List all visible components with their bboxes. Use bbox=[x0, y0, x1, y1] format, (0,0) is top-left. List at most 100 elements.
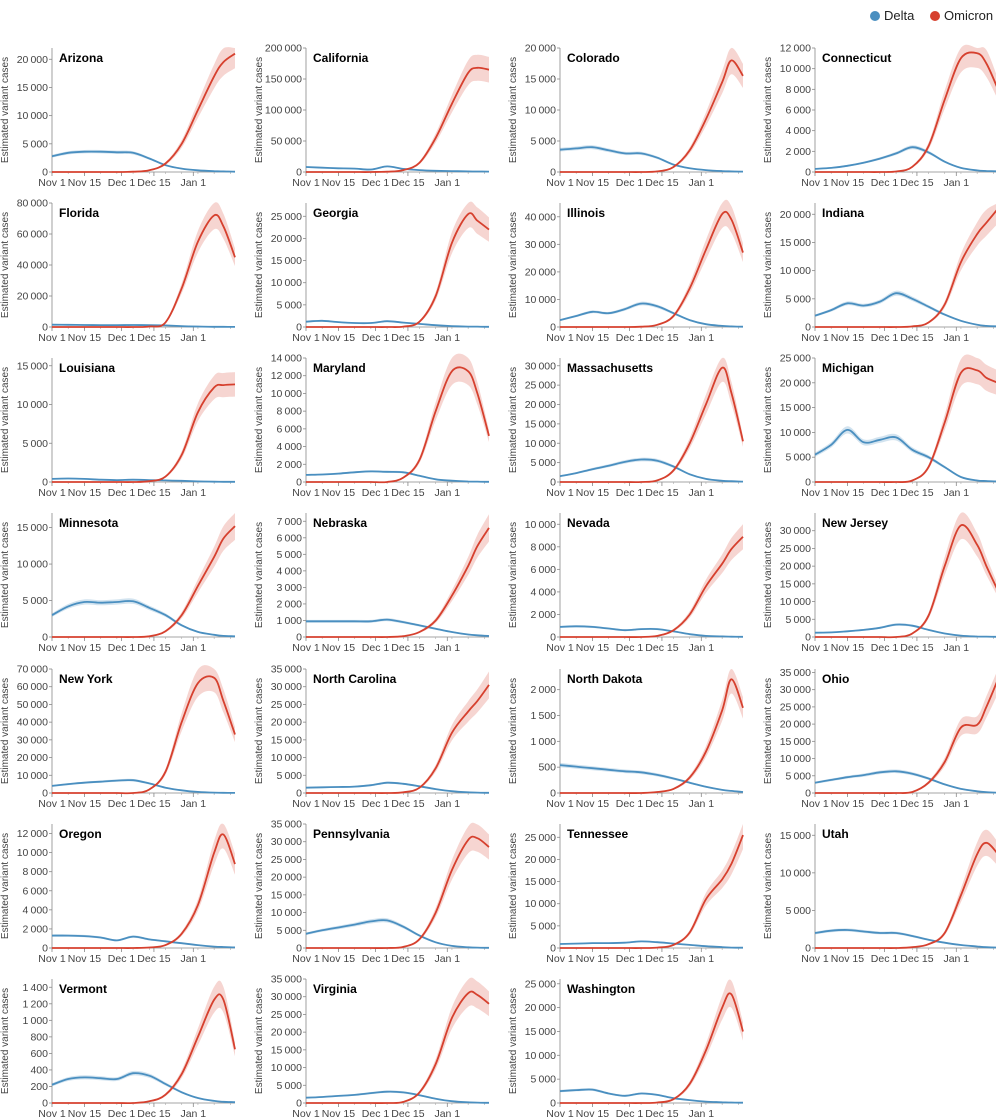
panel-title: New Jersey bbox=[822, 516, 888, 530]
y-axis-label: Estimated variant cases bbox=[0, 833, 11, 939]
delta-series-line bbox=[814, 929, 996, 949]
panel-title: Florida bbox=[59, 206, 99, 220]
x-tick-label: Nov 1 bbox=[546, 798, 574, 810]
y-tick-label: 1 200 bbox=[23, 998, 49, 1010]
x-tick-label: Jan 1 bbox=[434, 487, 460, 499]
y-tick-label: 0 bbox=[550, 632, 556, 644]
x-tick-label: Nov 15 bbox=[68, 1108, 101, 1120]
y-tick-label: 15 000 bbox=[780, 578, 811, 590]
x-tick-label: Dec 15 bbox=[137, 1108, 170, 1120]
x-tick-label: Nov 15 bbox=[831, 487, 864, 499]
legend-label-delta: Delta bbox=[884, 8, 915, 23]
y-tick-label: 0 bbox=[550, 943, 556, 955]
x-tick-label: Jan 1 bbox=[688, 1108, 714, 1120]
omicron-confidence-band bbox=[815, 354, 996, 483]
x-tick-label: Jan 1 bbox=[688, 177, 714, 189]
y-tick-label: 0 bbox=[296, 322, 302, 334]
x-tick-label: Jan 1 bbox=[434, 332, 460, 344]
y-tick-label: 10 000 bbox=[525, 898, 556, 910]
omicron-series-line bbox=[52, 675, 236, 795]
x-tick-label: Dec 15 bbox=[900, 642, 933, 654]
x-tick-label: Dec 1 bbox=[871, 177, 899, 189]
x-tick-label: Dec 1 bbox=[871, 953, 899, 965]
y-tick-label: 0 bbox=[550, 167, 556, 179]
x-tick-label: Nov 15 bbox=[68, 487, 101, 499]
panel-north-carolina: Estimated variant cases 0 5 000 10 000 15 00… bbox=[254, 664, 490, 810]
panel-title: Minnesota bbox=[59, 516, 119, 530]
x-tick-label: Jan 1 bbox=[180, 798, 206, 810]
omicron-confidence-band bbox=[815, 673, 996, 794]
x-tick-label: Nov 15 bbox=[68, 332, 101, 344]
y-axis-label: Estimated variant cases bbox=[0, 367, 11, 473]
panel-florida: Estimated variant cases 0 20 000 40 000 60 0… bbox=[0, 198, 236, 344]
x-tick-label: Dec 15 bbox=[137, 798, 170, 810]
omicron-series-line bbox=[560, 210, 744, 328]
delta-series-line bbox=[305, 781, 490, 794]
y-tick-label: 25 000 bbox=[271, 1009, 302, 1021]
delta-series-line bbox=[51, 477, 235, 483]
y-tick-label: 150 000 bbox=[265, 74, 302, 86]
delta-series-line bbox=[305, 919, 490, 949]
omicron-confidence-band bbox=[306, 54, 489, 173]
y-tick-label: 200 000 bbox=[265, 43, 302, 55]
delta-confidence-band bbox=[560, 145, 743, 172]
y-tick-label: 0 bbox=[42, 477, 48, 489]
omicron-series-line bbox=[559, 59, 744, 173]
y-axis-label: Estimated variant cases bbox=[763, 57, 774, 163]
y-tick-label: 5 000 bbox=[786, 770, 812, 782]
y-tick-label: 4 000 bbox=[277, 565, 303, 577]
panel-title: California bbox=[313, 51, 369, 65]
panel-maryland: Estimated variant cases 0 2 000 4 000 6 000 8… bbox=[254, 353, 490, 499]
delta-series-line bbox=[559, 458, 744, 483]
legend-marker-delta bbox=[870, 11, 880, 21]
panel-title: Ohio bbox=[822, 672, 849, 686]
x-tick-label: Dec 1 bbox=[362, 487, 390, 499]
y-tick-label: 2 000 bbox=[277, 459, 303, 471]
x-tick-label: Nov 1 bbox=[38, 332, 66, 344]
y-tick-label: 60 000 bbox=[17, 229, 48, 241]
panel-north-dakota: Estimated variant cases 0 500 1 000 1 500 2 0… bbox=[508, 668, 744, 810]
y-tick-label: 1 000 bbox=[23, 1015, 49, 1027]
x-tick-label: Nov 1 bbox=[546, 332, 574, 344]
y-tick-label: 0 bbox=[42, 167, 48, 179]
panel-massachusetts: Estimated variant cases 0 5 000 10 000 15 00… bbox=[508, 357, 744, 499]
y-tick-label: 10 000 bbox=[525, 519, 556, 531]
y-axis-label: Estimated variant cases bbox=[508, 57, 519, 163]
y-tick-label: 20 000 bbox=[271, 872, 302, 884]
omicron-series-line bbox=[815, 681, 996, 794]
y-axis-label: Estimated variant cases bbox=[508, 367, 519, 473]
y-tick-label: 20 000 bbox=[525, 1002, 556, 1014]
y-axis-label: Estimated variant cases bbox=[763, 522, 774, 628]
y-tick-label: 35 000 bbox=[271, 974, 302, 986]
omicron-confidence-band bbox=[52, 823, 235, 949]
y-tick-label: 10 000 bbox=[780, 867, 811, 879]
y-tick-label: 20 000 bbox=[780, 561, 811, 573]
y-axis-label: Estimated variant cases bbox=[763, 367, 774, 473]
y-tick-label: 35 000 bbox=[271, 819, 302, 831]
y-tick-label: 0 bbox=[296, 1098, 302, 1110]
y-tick-label: 0 bbox=[42, 1098, 48, 1110]
omicron-series-line bbox=[52, 383, 236, 483]
y-tick-label: 20 000 bbox=[271, 717, 302, 729]
panel-indiana: Estimated variant cases 0 5 000 10 000 15 00… bbox=[763, 203, 996, 344]
y-tick-label: 30 000 bbox=[780, 684, 811, 696]
panel-arizona: Estimated variant cases 0 5 000 10 000 15 00… bbox=[0, 47, 236, 189]
y-tick-label: 1 400 bbox=[23, 982, 49, 994]
y-tick-label: 25 000 bbox=[780, 543, 811, 555]
x-tick-label: Nov 15 bbox=[322, 1108, 355, 1120]
panel-title: Louisiana bbox=[59, 361, 115, 375]
y-tick-label: 4 000 bbox=[277, 441, 303, 453]
x-tick-label: Dec 1 bbox=[362, 332, 390, 344]
y-tick-label: 10 000 bbox=[17, 110, 48, 122]
x-tick-label: Dec 15 bbox=[391, 798, 424, 810]
panel-oregon: Estimated variant cases 0 2 000 4 000 6 000 8… bbox=[0, 823, 236, 965]
y-tick-label: 20 000 bbox=[780, 377, 811, 389]
x-tick-label: Jan 1 bbox=[688, 487, 714, 499]
y-tick-label: 0 bbox=[296, 943, 302, 955]
y-tick-label: 25 000 bbox=[271, 211, 302, 223]
x-tick-label: Nov 15 bbox=[322, 332, 355, 344]
y-tick-label: 35 000 bbox=[271, 664, 302, 676]
legend-label-omicron: Omicron bbox=[944, 8, 993, 23]
x-tick-label: Dec 1 bbox=[108, 798, 136, 810]
y-tick-label: 20 000 bbox=[525, 854, 556, 866]
